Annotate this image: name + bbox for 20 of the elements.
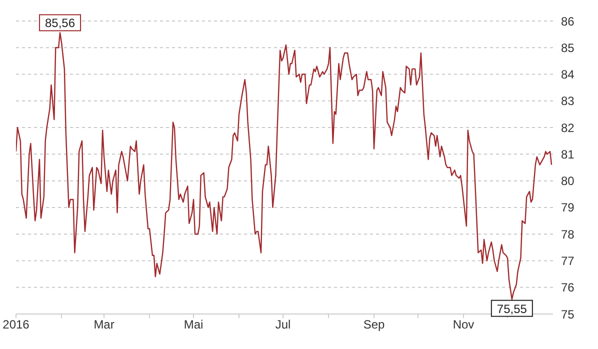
annotation: 85,56 (45, 16, 76, 30)
y-tick-label: 81 (561, 147, 575, 162)
y-tick-label: 82 (561, 120, 575, 135)
y-tick-label: 85 (561, 40, 575, 55)
y-tick-label: 78 (561, 227, 575, 242)
y-tick-label: 75 (561, 307, 575, 322)
x-tick-label: Mar (94, 318, 114, 332)
y-tick-label: 84 (561, 68, 575, 82)
x-tick-label: Mai (184, 318, 204, 332)
y-tick-label: 80 (561, 174, 575, 188)
annotation: 75,55 (496, 302, 528, 316)
y-tick-label: 76 (561, 280, 575, 295)
x-tick-label: Nov (452, 318, 474, 332)
y-tick-label: 79 (561, 200, 575, 215)
y-tick-label: 86 (561, 14, 575, 28)
y-tick-label: 83 (561, 94, 575, 108)
x-tick-label: Sep (363, 318, 385, 332)
x-tick-label: Jul (275, 318, 291, 332)
y-tick-label: 77 (561, 254, 575, 268)
x-tick-label: 2016 (2, 318, 30, 332)
